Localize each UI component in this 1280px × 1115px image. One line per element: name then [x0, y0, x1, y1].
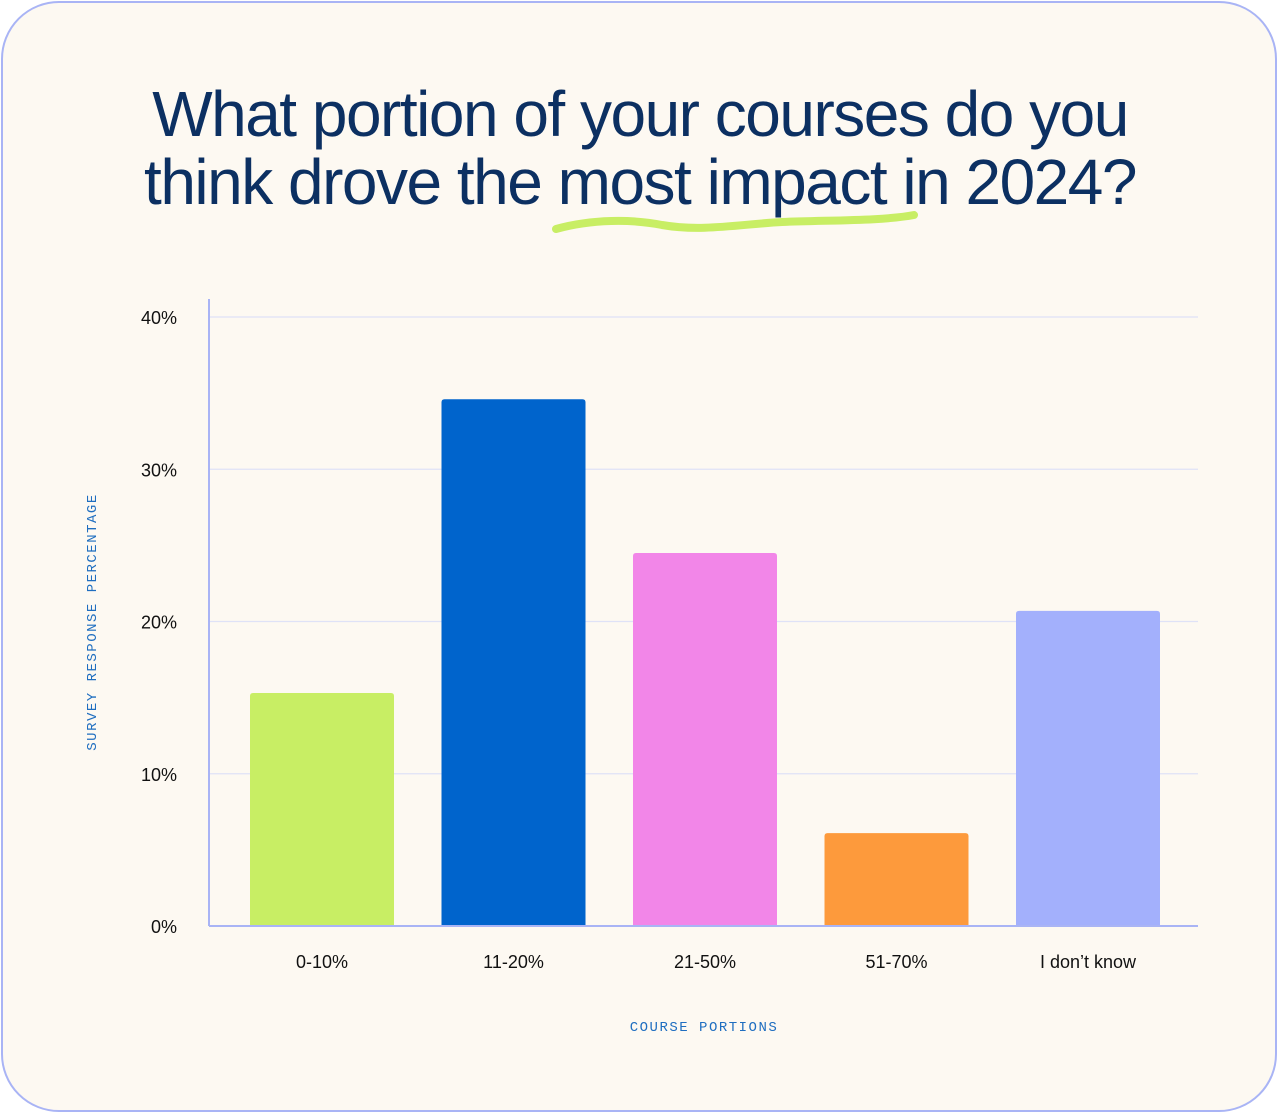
y-tick-label: 40%	[141, 308, 177, 328]
title-line-2-start: think drove the	[144, 146, 558, 218]
highlight-underline	[552, 211, 918, 233]
y-tick-label: 30%	[141, 460, 177, 480]
bar	[250, 693, 394, 926]
title-line-2: think drove the most impact in 2024?	[0, 148, 1280, 216]
x-axis-title: COURSE PORTIONS	[630, 1020, 779, 1036]
x-tick-label: 21-50%	[674, 952, 736, 972]
bar	[1016, 610, 1160, 926]
x-tick-label: 11-20%	[483, 952, 544, 972]
y-tick-labels: 0% 10% 20% 30% 40%	[141, 308, 177, 937]
y-axis-title: SURVEY RESPONSE PERCENTAGE	[85, 493, 101, 750]
x-tick-labels: 0-10% 11-20% 21-50% 51-70% I don’t know	[296, 952, 1137, 972]
bar	[441, 399, 586, 927]
title-line-2-end: in 2024?	[886, 146, 1137, 218]
chart-title: What portion of your courses do you thin…	[0, 80, 1280, 216]
bars	[250, 399, 1160, 927]
y-tick-label: 20%	[141, 613, 177, 633]
x-tick-label: 51-70%	[865, 952, 927, 972]
y-tick-label: 10%	[141, 765, 177, 785]
x-tick-label: I don’t know	[1040, 952, 1137, 972]
highlight-underline-stroke	[552, 211, 918, 233]
axes	[208, 299, 1198, 927]
title-highlight: most impact	[557, 146, 888, 218]
title-line-1: What portion of your courses do you	[152, 78, 1129, 150]
y-tick-label: 0%	[151, 917, 177, 937]
x-tick-label: 0-10%	[296, 952, 348, 972]
bar	[824, 833, 969, 926]
bar	[633, 552, 777, 926]
